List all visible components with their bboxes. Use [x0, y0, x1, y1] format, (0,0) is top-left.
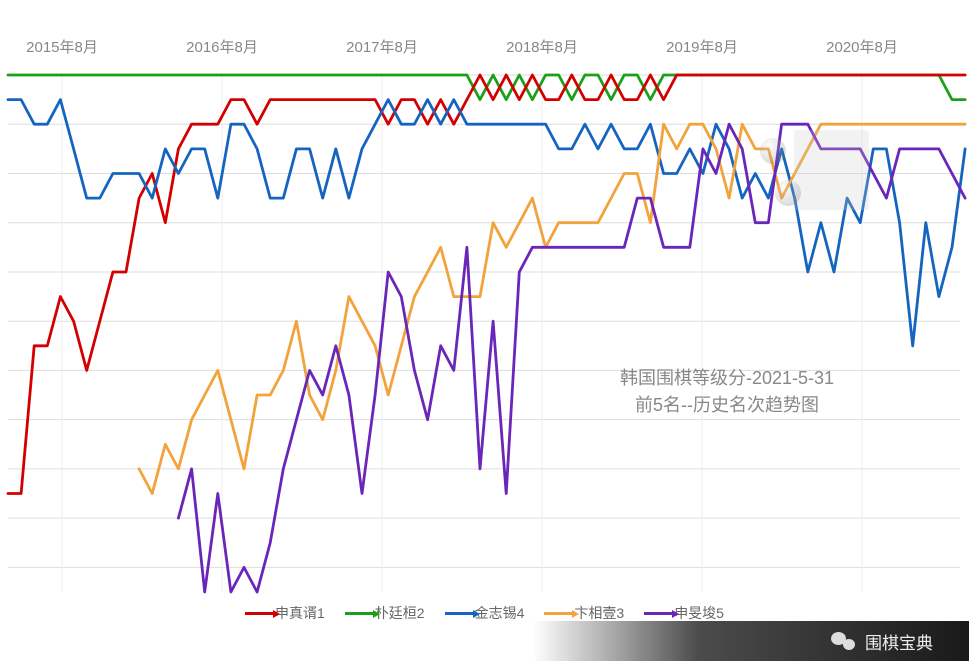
- legend-item: 朴廷桓2: [345, 603, 425, 623]
- legend-label: 金志锡4: [475, 603, 525, 623]
- chart-svg: [0, 0, 969, 661]
- legend-line-icon: [245, 612, 273, 615]
- x-axis-tick-label: 2019年8月: [666, 36, 738, 57]
- x-axis-tick-label: 2015年8月: [26, 36, 98, 57]
- watermark-stone-icon: [775, 180, 801, 206]
- legend-label: 申真谞1: [275, 603, 325, 623]
- watermark-stone-icon: [760, 138, 786, 164]
- x-axis-tick-label: 2017年8月: [346, 36, 418, 57]
- chart-annotation: 韩国围棋等级分-2021-5-31 前5名--历史名次趋势图: [620, 365, 834, 419]
- legend-label: 朴廷桓2: [375, 603, 425, 623]
- legend-item: 金志锡4: [445, 603, 525, 623]
- x-axis-tick-label: 2020年8月: [826, 36, 898, 57]
- legend-item: 卞相壹3: [544, 603, 624, 623]
- footer-label: 围棋宝典: [865, 629, 933, 654]
- legend-line-icon: [445, 612, 473, 615]
- x-axis-tick-label: 2018年8月: [506, 36, 578, 57]
- x-axis-tick-label: 2016年8月: [186, 36, 258, 57]
- annotation-line1: 韩国围棋等级分-2021-5-31: [620, 365, 834, 392]
- legend-label: 卞相壹3: [574, 603, 624, 623]
- legend-line-icon: [345, 612, 373, 615]
- legend-line-icon: [644, 612, 672, 615]
- annotation-line2: 前5名--历史名次趋势图: [620, 392, 834, 419]
- watermark-box: [794, 130, 869, 210]
- chart-legend: 申真谞1 朴廷桓2 金志锡4 卞相壹3 申旻埈5: [0, 602, 969, 624]
- legend-line-icon: [544, 612, 572, 615]
- footer-bar: 围棋宝典: [0, 621, 969, 661]
- legend-label: 申旻埈5: [674, 603, 724, 623]
- ranking-trend-chart: 2015年8月 2016年8月 2017年8月 2018年8月 2019年8月 2020年…: [0, 0, 969, 661]
- legend-item: 申旻埈5: [644, 603, 724, 623]
- legend-item: 申真谞1: [245, 603, 325, 623]
- wechat-icon: [831, 629, 855, 653]
